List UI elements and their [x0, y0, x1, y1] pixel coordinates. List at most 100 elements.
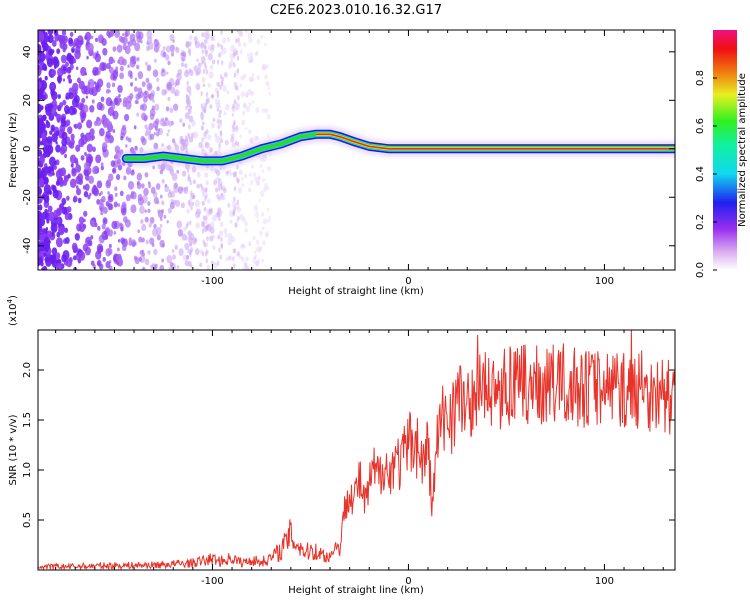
noise-speck — [247, 56, 253, 64]
frequency-ridge — [118, 126, 675, 169]
noise-speck — [212, 117, 216, 122]
noise-speck — [94, 37, 98, 43]
noise-speck — [196, 212, 201, 219]
noise-speck — [108, 121, 113, 127]
noise-speck — [60, 114, 64, 119]
ridge-core — [316, 133, 675, 150]
noise-speck — [47, 165, 53, 174]
noise-speck — [236, 30, 239, 33]
noise-speck — [265, 80, 269, 87]
noise-speck — [105, 89, 110, 94]
spectrogram-ylabel: Frequency (Hz) — [8, 112, 19, 188]
noise-speck — [167, 191, 172, 198]
noise-speck — [174, 144, 180, 151]
noise-speck — [161, 200, 165, 206]
noise-speck — [154, 38, 157, 43]
noise-speck — [57, 67, 64, 77]
noise-speck — [240, 91, 246, 98]
noise-speck — [226, 170, 229, 175]
noise-speck — [121, 207, 127, 216]
noise-speck — [122, 97, 128, 104]
noise-speck — [187, 248, 190, 254]
noise-speck — [103, 207, 108, 214]
noise-speck — [49, 130, 53, 135]
noise-speck — [196, 171, 201, 178]
noise-speck — [200, 91, 203, 97]
noise-speck — [180, 62, 185, 68]
noise-speck — [188, 202, 192, 208]
noise-speck — [101, 142, 108, 150]
noise-speck — [255, 239, 260, 246]
noise-speck — [111, 220, 118, 230]
noise-speck — [137, 71, 144, 80]
noise-speck — [243, 102, 247, 108]
noise-speck — [228, 255, 232, 261]
noise-speck — [133, 86, 138, 92]
noise-speck — [171, 249, 175, 254]
noise-speck — [106, 30, 111, 37]
noise-speck — [201, 251, 205, 257]
noise-speck — [127, 180, 135, 190]
noise-speck — [204, 102, 208, 108]
snr-ytick-label: 1.5 — [22, 412, 33, 428]
noise-speck — [66, 206, 72, 213]
noise-speck — [220, 185, 224, 191]
noise-speck — [153, 196, 159, 205]
noise-speck — [40, 177, 43, 182]
noise-speck — [161, 88, 167, 96]
noise-speck — [72, 197, 77, 203]
noise-speck — [96, 180, 103, 189]
noise-speck — [201, 185, 204, 191]
noise-speck — [161, 258, 165, 263]
noise-speck — [62, 78, 66, 82]
noise-speck — [167, 129, 170, 133]
chart-title: C2E6.2023.010.16.32.G17 — [270, 3, 442, 18]
noise-speck — [157, 163, 162, 170]
noise-speck — [204, 215, 208, 221]
noise-speck — [55, 144, 61, 153]
noise-speck — [58, 178, 65, 187]
noise-speck — [64, 153, 67, 159]
noise-speck — [264, 233, 268, 238]
noise-speck — [203, 61, 207, 67]
noise-speck — [219, 211, 222, 217]
noise-speck — [206, 264, 211, 270]
noise-speck — [98, 245, 103, 252]
noise-speck — [69, 178, 77, 189]
noise-speck — [253, 176, 258, 182]
noise-speck — [252, 172, 257, 178]
noise-speck — [43, 31, 48, 38]
noise-speck — [262, 63, 267, 71]
noise-speck — [169, 261, 174, 268]
noise-speck — [53, 65, 57, 70]
noise-speck — [207, 53, 213, 61]
noise-speck — [136, 172, 143, 181]
noise-speck — [60, 167, 67, 177]
noise-speck — [251, 72, 255, 77]
noise-speck — [75, 164, 82, 173]
noise-speck — [128, 237, 132, 243]
noise-speck — [255, 260, 260, 267]
noise-speck — [84, 35, 88, 40]
noise-speck — [61, 254, 67, 263]
noise-speck — [244, 263, 248, 268]
noise-speck — [247, 266, 251, 270]
noise-speck — [251, 164, 255, 169]
noise-speck — [172, 39, 175, 43]
noise-speck — [206, 129, 209, 135]
noise-speck — [186, 208, 190, 214]
noise-speck — [60, 118, 67, 127]
noise-speck — [259, 246, 263, 251]
noise-speck — [125, 166, 132, 175]
noise-speck — [215, 188, 219, 193]
noise-speck — [229, 219, 233, 224]
noise-speck — [91, 134, 95, 141]
noise-speck — [88, 175, 95, 184]
noise-speck — [192, 179, 196, 185]
noise-speck — [187, 173, 191, 179]
noise-speck — [159, 118, 166, 127]
noise-speck — [68, 37, 73, 45]
noise-speck — [136, 35, 142, 43]
noise-speck — [93, 81, 97, 85]
